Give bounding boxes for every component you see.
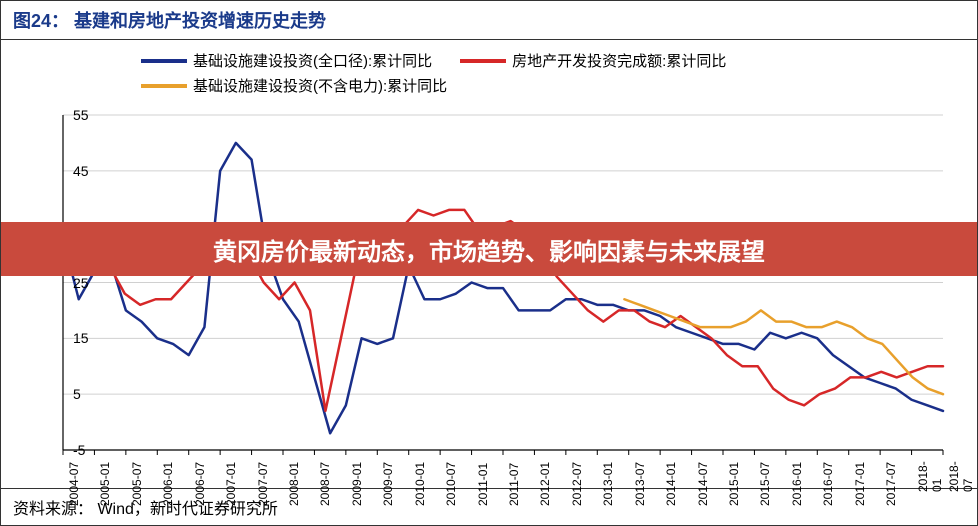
x-tick-label: 2007-01 (224, 462, 238, 506)
x-tick-label: 2018-01 (916, 455, 944, 492)
chart-area: 基础设施建设投资(全口径):累计同比 房地产开发投资完成额:累计同比 基础设施建… (1, 40, 977, 488)
x-tick-label: 2009-01 (350, 462, 364, 506)
legend-swatch-s2 (460, 59, 506, 63)
x-tick-label: 2016-01 (790, 462, 804, 506)
legend-swatch-s3 (141, 84, 187, 88)
x-tick-label: 2014-01 (664, 462, 678, 506)
x-tick-label: 2006-01 (161, 462, 175, 506)
chart-title-row: 图24： 基建和房地产投资增速历史走势 (1, 1, 977, 40)
x-tick-label: 2014-07 (696, 462, 710, 506)
legend-item-s1: 基础设施建设投资(全口径):累计同比 (141, 50, 432, 71)
x-tick-label: 2006-07 (193, 462, 207, 506)
y-tick-label: 45 (73, 163, 89, 179)
plot-area: -551525354555 2004-072005-012005-072006-… (53, 110, 953, 460)
x-tick-label: 2007-07 (256, 462, 270, 506)
legend-swatch-s1 (141, 59, 187, 63)
x-tick-label: 2008-07 (318, 462, 332, 506)
x-tick-label: 2004-07 (67, 462, 81, 506)
x-tick-label: 2011-07 (507, 463, 521, 506)
x-tick-label: 2005-07 (130, 462, 144, 506)
legend: 基础设施建设投资(全口径):累计同比 房地产开发投资完成额:累计同比 基础设施建… (141, 50, 726, 100)
x-tick-label: 2016-07 (821, 462, 835, 506)
y-tick-label: -5 (73, 442, 85, 458)
legend-item-s2: 房地产开发投资完成额:累计同比 (460, 50, 726, 71)
legend-label-s1: 基础设施建设投资(全口径):累计同比 (193, 50, 432, 71)
x-tick-label: 2005-01 (98, 462, 112, 506)
x-tick-label: 2012-01 (538, 462, 552, 506)
x-tick-label: 2011-01 (476, 463, 490, 506)
x-tick-label: 2015-01 (727, 462, 741, 506)
overlay-text: 黄冈房价最新动态，市场趋势、影响因素与未来展望 (213, 232, 765, 267)
overlay-banner: 黄冈房价最新动态，市场趋势、影响因素与未来展望 (1, 222, 977, 276)
y-tick-label: 25 (73, 275, 89, 291)
x-tick-label: 2015-07 (758, 462, 772, 506)
x-tick-label: 2013-07 (633, 462, 647, 506)
x-tick-label: 2009-07 (381, 462, 395, 506)
x-tick-label: 2010-01 (413, 462, 427, 506)
y-tick-label: 55 (73, 107, 89, 123)
x-tick-label: 2017-01 (853, 462, 867, 506)
legend-item-s3: 基础设施建设投资(不含电力):累计同比 (141, 75, 447, 96)
chart-svg (53, 110, 953, 460)
x-tick-label: 2012-07 (570, 462, 584, 506)
x-tick-label: 2017-07 (884, 462, 898, 506)
x-tick-label: 2013-01 (601, 462, 615, 506)
source-text: 资料来源： Wind，新时代证券研究所 (13, 501, 278, 518)
y-tick-label: 5 (73, 386, 81, 402)
chart-title: 图24： 基建和房地产投资增速历史走势 (13, 11, 326, 31)
legend-label-s2: 房地产开发投资完成额:累计同比 (512, 50, 726, 71)
y-tick-label: 15 (73, 330, 89, 346)
legend-label-s3: 基础设施建设投资(不含电力):累计同比 (193, 75, 447, 96)
x-tick-label: 2010-07 (444, 462, 458, 506)
x-tick-label: 2018-07 (947, 461, 975, 492)
x-tick-label: 2008-01 (287, 462, 301, 506)
